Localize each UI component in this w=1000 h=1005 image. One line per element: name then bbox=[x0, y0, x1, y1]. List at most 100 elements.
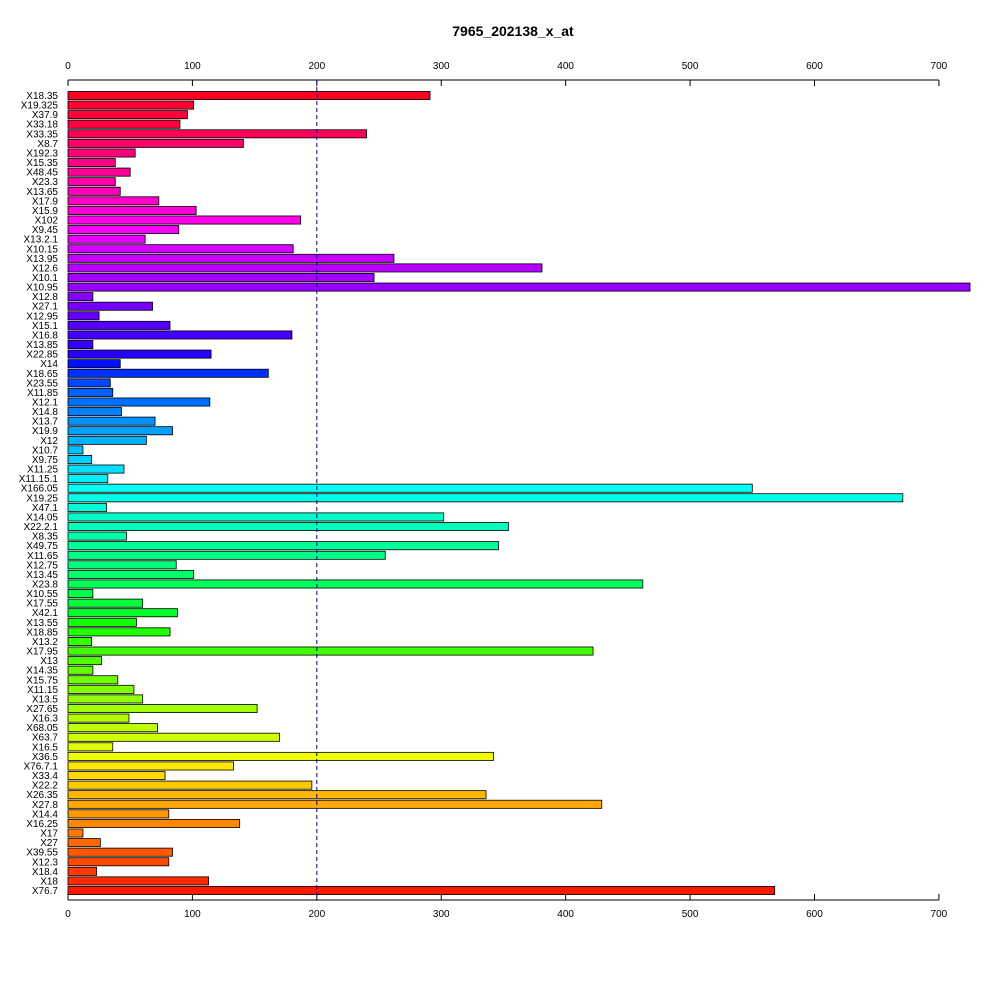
bar-X22.85 bbox=[67, 349, 212, 359]
category-label: X18.35 bbox=[26, 91, 58, 102]
bar-X14.4 bbox=[67, 809, 170, 819]
bar-X14 bbox=[67, 359, 121, 369]
bar-X68.05 bbox=[67, 723, 158, 733]
category-label: X12.1 bbox=[32, 398, 59, 409]
category-label: X17.55 bbox=[26, 599, 58, 610]
category-label: X14.8 bbox=[32, 407, 59, 418]
bar-X8.7 bbox=[67, 138, 244, 148]
category-label: X18.4 bbox=[32, 867, 59, 878]
category-label: X13.7 bbox=[32, 417, 59, 428]
category-label: X49.75 bbox=[26, 541, 58, 552]
bar-X13.2 bbox=[67, 636, 93, 646]
bottom-axis-tick-label: 200 bbox=[308, 909, 325, 920]
bar-X12 bbox=[67, 435, 147, 445]
category-label: X16.3 bbox=[32, 714, 59, 725]
bar-X49.75 bbox=[67, 541, 499, 551]
bar-X15.9 bbox=[67, 205, 197, 215]
category-label: X13.2.1 bbox=[24, 235, 59, 246]
category-label: X10.55 bbox=[26, 589, 58, 600]
category-label: X11.65 bbox=[27, 551, 58, 562]
category-label: X14 bbox=[40, 359, 58, 370]
category-label: X23.3 bbox=[32, 177, 59, 188]
bar-X11.65 bbox=[67, 550, 386, 560]
bar-X14.8 bbox=[67, 407, 122, 417]
category-label: X13.2 bbox=[32, 637, 59, 648]
bar-X33.18 bbox=[67, 119, 181, 129]
category-label: X12.75 bbox=[26, 560, 58, 571]
bar-X76.7 bbox=[67, 886, 776, 895]
bar-X13.7 bbox=[67, 416, 156, 426]
bar-X36.5 bbox=[67, 751, 494, 761]
category-label: X10.15 bbox=[26, 244, 58, 255]
top-axis-tick-label: 400 bbox=[557, 61, 574, 72]
bar-X12.1 bbox=[67, 397, 211, 407]
bar-X18.4 bbox=[67, 866, 98, 876]
bars-group bbox=[67, 91, 971, 895]
bottom-axis-tick-label: 100 bbox=[184, 909, 201, 920]
bar-X15.75 bbox=[67, 675, 119, 685]
bar-X17.95 bbox=[67, 646, 594, 656]
category-label: X22.85 bbox=[26, 350, 58, 361]
bar-X16.5 bbox=[67, 742, 114, 752]
category-label: X12.6 bbox=[32, 263, 59, 274]
bar-X8.35 bbox=[67, 531, 127, 541]
top-axis-tick-label: 300 bbox=[433, 61, 450, 72]
category-label: X39.55 bbox=[26, 848, 58, 859]
bar-X11.15.1 bbox=[67, 474, 109, 484]
category-label: X27 bbox=[40, 838, 58, 849]
category-label: X27.65 bbox=[26, 704, 58, 715]
category-label: X13.65 bbox=[26, 187, 58, 198]
category-label: X16.8 bbox=[32, 330, 59, 341]
top-axis-tick-label: 200 bbox=[308, 61, 325, 72]
category-label: X27.8 bbox=[32, 800, 59, 811]
category-label: X17 bbox=[40, 829, 58, 840]
bottom-axis-tick-label: 300 bbox=[433, 909, 450, 920]
category-label: X16.25 bbox=[26, 819, 58, 830]
bar-X16.3 bbox=[67, 713, 130, 723]
category-label: X13.45 bbox=[26, 570, 58, 581]
bar-X27.1 bbox=[67, 301, 154, 311]
bar-X27 bbox=[67, 838, 101, 848]
category-label: X33.18 bbox=[26, 120, 58, 131]
category-label: X10.1 bbox=[32, 273, 59, 284]
bar-X23.8 bbox=[67, 579, 644, 589]
bottom-axis-tick-label: 600 bbox=[806, 909, 823, 920]
bar-X14.05 bbox=[67, 512, 445, 522]
top-axis-tick-label: 0 bbox=[65, 61, 71, 72]
top-axis-tick-label: 600 bbox=[806, 61, 823, 72]
category-label: X11.25 bbox=[27, 465, 58, 476]
category-label: X12 bbox=[40, 436, 58, 447]
category-label: X10.7 bbox=[32, 445, 59, 456]
bar-X19.25 bbox=[67, 493, 904, 503]
category-label: X76.7.1 bbox=[24, 761, 59, 772]
bar-X27.65 bbox=[67, 704, 258, 713]
bar-X10.15 bbox=[67, 244, 294, 254]
category-label: X15.75 bbox=[26, 675, 58, 686]
category-label: X13.55 bbox=[26, 618, 58, 629]
bottom-axis-tick-label: 700 bbox=[931, 909, 948, 920]
bar-X17 bbox=[67, 828, 84, 838]
bar-X15.35 bbox=[67, 158, 116, 168]
bar-X19.9 bbox=[67, 426, 173, 436]
category-label: X23.55 bbox=[26, 378, 58, 389]
bottom-x-axis: 0 100 200 300 400 500 600 700 bbox=[65, 894, 948, 920]
category-label: X11.15 bbox=[27, 685, 58, 696]
bar-X48.45 bbox=[67, 167, 131, 177]
bar-X10.55 bbox=[67, 589, 94, 599]
bar-X37.9 bbox=[67, 110, 188, 120]
bar-X16.8 bbox=[67, 330, 293, 340]
bar-X12.75 bbox=[67, 560, 177, 570]
bar-X10.7 bbox=[67, 445, 84, 455]
category-label: X19.9 bbox=[32, 426, 59, 437]
category-label: X19.325 bbox=[21, 101, 59, 112]
category-label: X192.3 bbox=[26, 148, 58, 159]
category-label: X15.1 bbox=[32, 321, 59, 332]
top-axis-tick-label: 700 bbox=[931, 61, 948, 72]
category-label: X8.7 bbox=[37, 139, 58, 150]
category-label: X42.1 bbox=[32, 608, 59, 619]
bar-X14.35 bbox=[67, 665, 94, 675]
category-label: X17.9 bbox=[32, 196, 59, 207]
bar-X13.2.1 bbox=[67, 234, 146, 244]
